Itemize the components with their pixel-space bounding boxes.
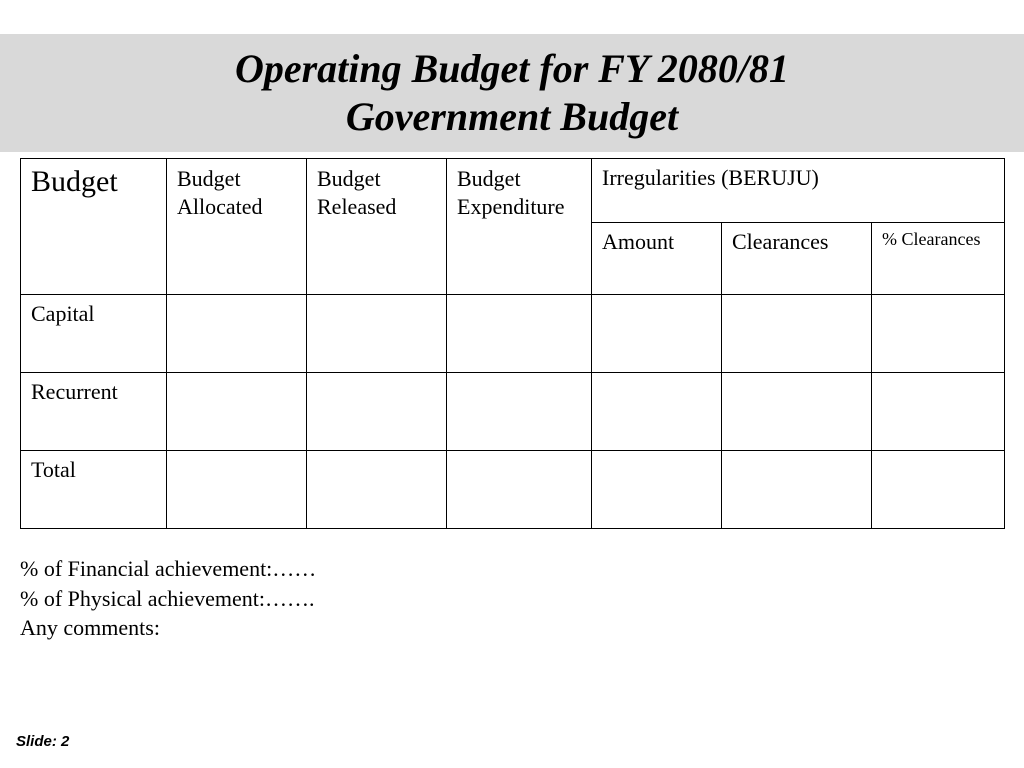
cell [592, 295, 722, 373]
cell [872, 451, 1005, 529]
cell [722, 295, 872, 373]
physical-achievement-line: % of Physical achievement:……. [20, 584, 316, 614]
cell [872, 373, 1005, 451]
cell [592, 373, 722, 451]
table-row: Capital [21, 295, 1005, 373]
col-pct-clearances: % Clearances [872, 223, 1005, 295]
slide-title: Operating Budget for FY 2080/81 Governme… [235, 45, 789, 141]
cell [167, 295, 307, 373]
col-released: Budget Released [307, 159, 447, 295]
cell [307, 373, 447, 451]
cell [307, 451, 447, 529]
slide: Operating Budget for FY 2080/81 Governme… [0, 0, 1024, 768]
cell [167, 451, 307, 529]
table-row: Total [21, 451, 1005, 529]
cell [447, 373, 592, 451]
cell [592, 451, 722, 529]
cell [722, 451, 872, 529]
budget-table: Budget Budget Allocated Budget Released … [20, 158, 1005, 529]
cell [722, 373, 872, 451]
financial-achievement-line: % of Financial achievement:…… [20, 554, 316, 584]
title-line-1: Operating Budget for FY 2080/81 [235, 46, 789, 91]
row-label-recurrent: Recurrent [21, 373, 167, 451]
title-bar: Operating Budget for FY 2080/81 Governme… [0, 34, 1024, 152]
col-amount: Amount [592, 223, 722, 295]
row-label-total: Total [21, 451, 167, 529]
row-label-capital: Capital [21, 295, 167, 373]
cell [872, 295, 1005, 373]
slide-number: Slide: 2 [16, 733, 69, 750]
cell [447, 295, 592, 373]
col-clearances: Clearances [722, 223, 872, 295]
col-allocated: Budget Allocated [167, 159, 307, 295]
title-line-2: Government Budget [346, 94, 678, 139]
col-irregularities: Irregularities (BERUJU) [592, 159, 1005, 223]
cell [307, 295, 447, 373]
table-header-row-1: Budget Budget Allocated Budget Released … [21, 159, 1005, 223]
footer-notes: % of Financial achievement:…… % of Physi… [20, 554, 316, 643]
table-row: Recurrent [21, 373, 1005, 451]
col-expenditure: Budget Expenditure [447, 159, 592, 295]
comments-line: Any comments: [20, 613, 316, 643]
cell [167, 373, 307, 451]
cell [447, 451, 592, 529]
col-budget: Budget [21, 159, 167, 295]
